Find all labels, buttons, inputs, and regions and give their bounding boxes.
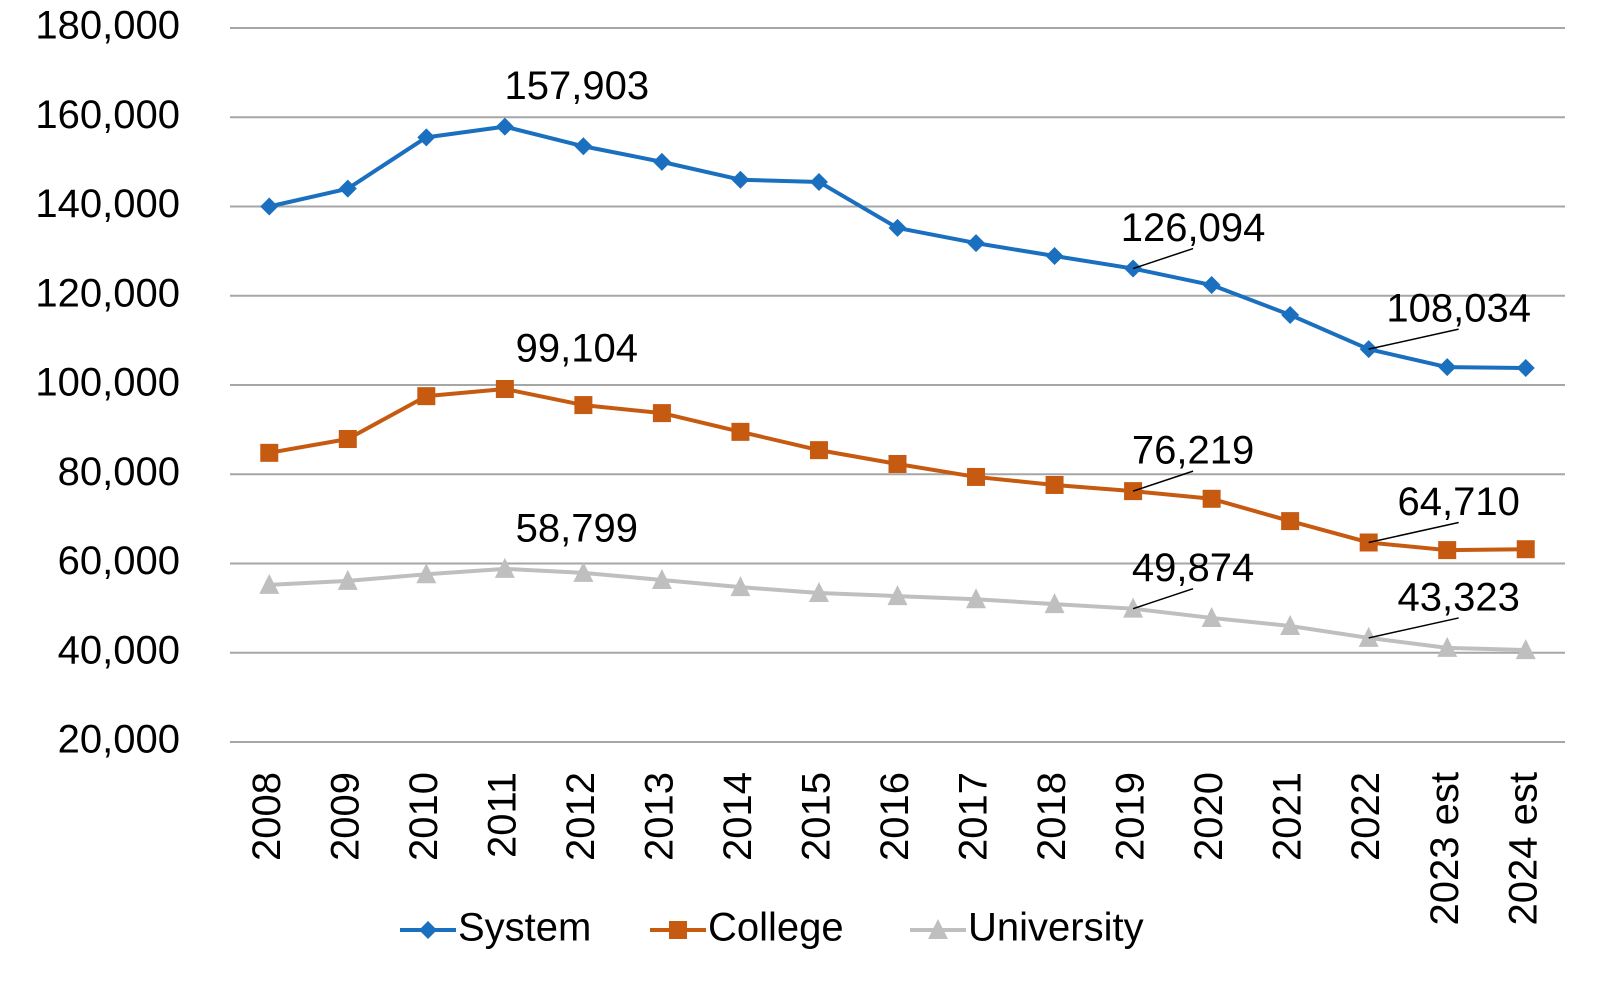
data-point <box>259 573 280 594</box>
y-tick-label: 40,000 <box>58 628 180 672</box>
data-point <box>808 581 829 602</box>
data-point <box>1123 597 1144 618</box>
data-point <box>731 422 750 441</box>
data-point <box>731 170 750 189</box>
y-tick-label: 160,000 <box>35 93 180 137</box>
leader-line <box>1368 617 1459 639</box>
leader-line <box>1368 328 1459 350</box>
data-point <box>416 563 437 584</box>
x-tick-label: 2015 <box>795 772 839 861</box>
y-tick-label: 60,000 <box>58 539 180 583</box>
y-tick-label: 120,000 <box>35 271 180 315</box>
data-point <box>495 379 514 398</box>
data-point <box>1045 247 1064 266</box>
data-label: 58,799 <box>516 506 638 550</box>
legend-label: College <box>708 906 844 950</box>
data-point <box>338 179 357 198</box>
data-point <box>1044 593 1065 614</box>
data-label: 64,710 <box>1398 480 1520 524</box>
legend-marker <box>669 921 687 939</box>
data-point <box>1281 512 1300 531</box>
data-point <box>337 569 358 590</box>
y-tick-label: 20,000 <box>58 718 180 762</box>
y-tick-label: 80,000 <box>58 450 180 494</box>
legend-label: System <box>458 906 591 950</box>
data-point <box>417 128 436 147</box>
data-point <box>494 557 515 578</box>
x-tick-label: 2020 <box>1187 772 1231 861</box>
leader-line <box>1132 587 1194 610</box>
x-tick-label: 2013 <box>637 772 681 861</box>
data-point <box>338 429 357 448</box>
x-tick-label: 2016 <box>873 772 917 861</box>
data-point <box>730 576 751 597</box>
data-label: 108,034 <box>1386 287 1531 331</box>
data-point <box>1438 541 1457 560</box>
x-tick-label: 2019 <box>1109 772 1153 861</box>
data-point <box>1438 358 1457 377</box>
data-point <box>809 441 828 460</box>
data-point <box>888 218 907 237</box>
data-point <box>1202 276 1221 295</box>
y-tick-label: 140,000 <box>35 182 180 226</box>
x-tick-label: 2011 <box>480 772 524 858</box>
data-point <box>260 443 279 462</box>
x-tick-label: 2021 <box>1266 772 1310 861</box>
data-point <box>652 404 671 423</box>
data-point <box>1516 540 1535 559</box>
series-line <box>269 566 1526 653</box>
data-point <box>888 454 907 473</box>
data-point <box>495 117 514 136</box>
x-tick-label: 2014 <box>716 772 760 861</box>
data-point <box>1437 636 1458 657</box>
data-point <box>1280 614 1301 635</box>
data-point <box>1281 305 1300 324</box>
data-point <box>417 387 436 406</box>
data-point <box>967 234 986 253</box>
legend-marker <box>419 921 437 939</box>
x-tick-label: 2017 <box>952 772 996 861</box>
data-point <box>967 467 986 486</box>
data-point <box>809 172 828 191</box>
x-tick-label: 2009 <box>323 772 367 861</box>
data-label: 99,104 <box>516 327 638 371</box>
data-label: 76,219 <box>1132 429 1254 473</box>
data-point <box>574 396 593 415</box>
legend-label: University <box>968 906 1144 950</box>
data-point <box>574 137 593 156</box>
leader-line <box>1132 247 1194 270</box>
x-tick-label: 2008 <box>245 772 289 861</box>
data-point <box>1201 606 1222 627</box>
x-tick-label: 2010 <box>402 772 446 861</box>
data-label: 43,323 <box>1398 575 1520 619</box>
y-tick-label: 100,000 <box>35 361 180 405</box>
data-point <box>1358 626 1379 647</box>
data-point <box>887 585 908 606</box>
series-line <box>268 124 1526 371</box>
x-tick-label: 2024 est <box>1501 772 1545 925</box>
leader-line <box>1368 521 1459 544</box>
data-point <box>260 197 279 216</box>
data-point <box>1045 475 1064 494</box>
x-tick-label: 2022 <box>1344 772 1388 861</box>
x-tick-label: 2023 est <box>1423 772 1467 925</box>
data-label: 157,903 <box>505 64 650 108</box>
data-point <box>1516 359 1535 378</box>
data-point <box>1202 489 1221 508</box>
legend-marker <box>928 919 948 939</box>
data-point <box>651 569 672 590</box>
data-point <box>1515 639 1536 660</box>
leader-line <box>1132 470 1194 492</box>
data-point <box>966 588 987 609</box>
data-label: 126,094 <box>1121 206 1266 250</box>
data-point <box>652 152 671 171</box>
x-tick-label: 2012 <box>559 772 603 861</box>
x-tick-label: 2018 <box>1030 772 1074 861</box>
data-label: 49,874 <box>1132 546 1254 590</box>
data-point <box>573 561 594 582</box>
y-tick-label: 180,000 <box>35 4 180 48</box>
